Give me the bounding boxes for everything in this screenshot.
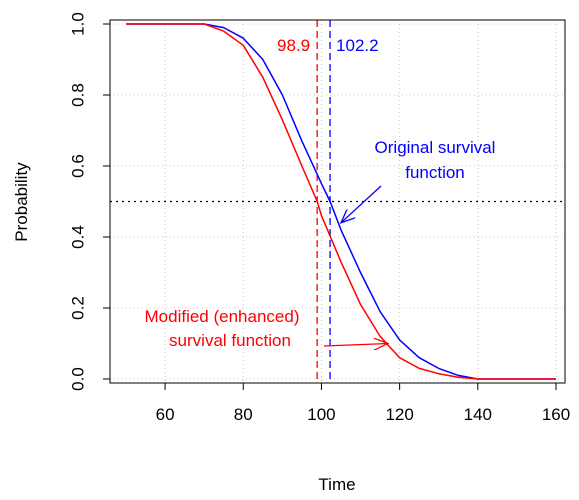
annotation-modified-line2: survival function — [169, 331, 291, 350]
x-tick-label-4: 140 — [464, 405, 492, 424]
x-axis: 60 80 100 120 140 160 — [156, 383, 570, 424]
x-tick-label-3: 120 — [385, 405, 413, 424]
series-group — [126, 23, 556, 380]
series-line-1 — [126, 23, 556, 380]
x-tick-label-2: 100 — [307, 405, 335, 424]
y-tick-label-1: 0.2 — [68, 296, 87, 320]
annotation-original: Original survival function — [341, 138, 495, 223]
annotation-modified: Modified (enhanced) survival function — [145, 307, 388, 350]
reference-line-label-2: 102.2 — [336, 36, 379, 55]
reference-line-label-1: 98.9 — [277, 36, 310, 55]
y-tick-label-2: 0.4 — [68, 225, 87, 249]
reference-lines — [110, 20, 565, 383]
annotation-modified-arrow — [323, 344, 388, 347]
annotation-modified-line1: Modified (enhanced) — [145, 307, 300, 326]
x-axis-title: Time — [318, 475, 355, 494]
y-axis-title: Probability — [12, 162, 31, 242]
x-tick-label-1: 80 — [234, 405, 253, 424]
y-tick-label-5: 1.0 — [68, 12, 87, 36]
annotation-original-line1: Original survival — [375, 138, 496, 157]
annotation-original-arrow — [341, 185, 382, 223]
y-tick-label-0: 0.0 — [68, 367, 87, 391]
x-tick-label-0: 60 — [156, 405, 175, 424]
y-tick-label-4: 0.8 — [68, 83, 87, 107]
reference-line-labels: 98.9 102.2 — [277, 36, 379, 55]
y-tick-label-3: 0.6 — [68, 154, 87, 178]
y-axis: 0.0 0.2 0.4 0.6 0.8 1.0 — [68, 12, 110, 391]
annotation-original-line2: function — [405, 163, 465, 182]
plot-frame — [109, 19, 566, 384]
grid — [110, 20, 565, 383]
x-tick-label-5: 160 — [542, 405, 570, 424]
